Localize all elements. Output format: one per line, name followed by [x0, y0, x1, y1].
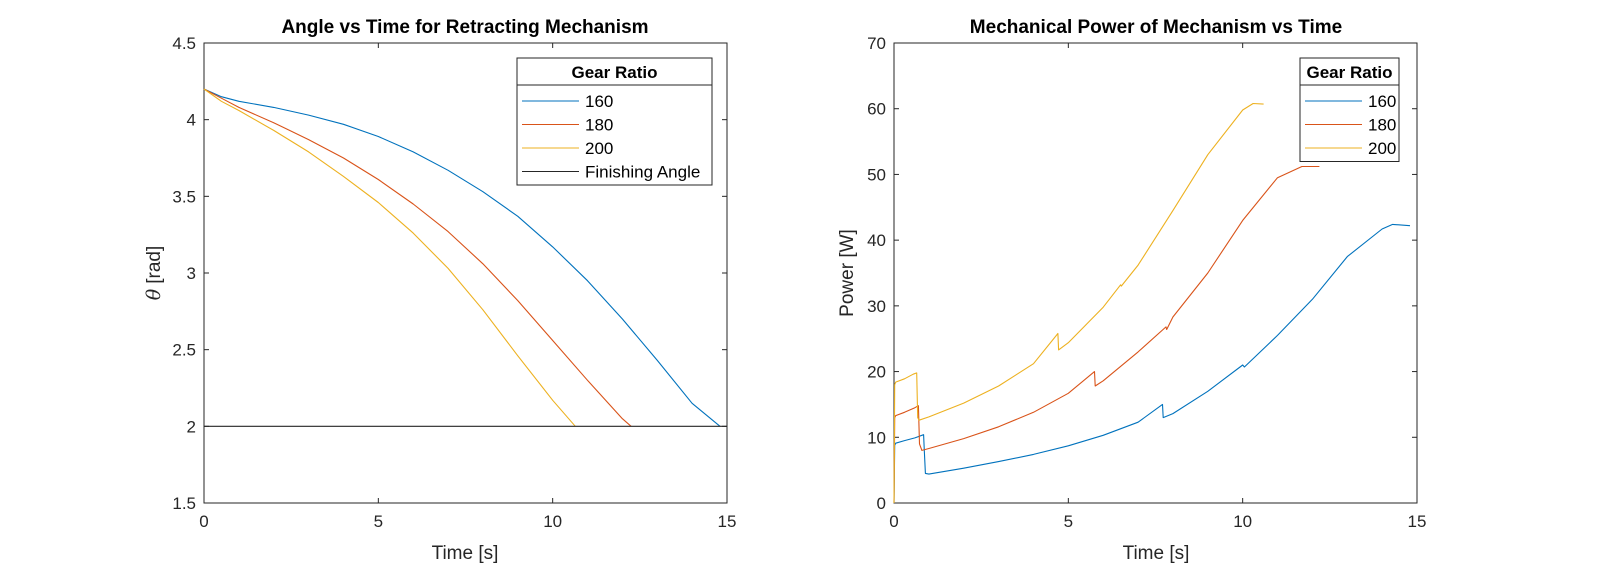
legend-label: 160: [1368, 92, 1396, 111]
series-line-160: [203, 88, 721, 427]
legend-box: [516, 57, 713, 186]
y-tick-label: 0: [877, 494, 886, 513]
y-tick-label: 2.5: [172, 341, 196, 360]
x-tick-label: 0: [199, 512, 208, 531]
y-tick-label: 4: [187, 111, 196, 130]
chart-title: Mechanical Power of Mechanism vs Time: [970, 17, 1342, 38]
y-tick-label: 60: [867, 100, 886, 119]
x-tick-label: 5: [374, 512, 383, 531]
y-tick-label: 40: [867, 231, 886, 250]
y-tick-label: 20: [867, 363, 886, 382]
legend-title: Gear Ratio: [572, 63, 658, 82]
x-tick-label: 15: [718, 512, 737, 531]
series-group: [203, 88, 727, 427]
legend-title: Gear Ratio: [1307, 63, 1393, 82]
y-axis-unit: [rad]: [144, 246, 165, 284]
x-axis-label: Time [s]: [1123, 543, 1190, 564]
y-axis-label: Power [W]: [837, 229, 858, 317]
legend-label: 200: [585, 139, 613, 158]
x-tick-label: 10: [543, 512, 562, 531]
series-line-160: [893, 223, 1411, 504]
x-tick-label: 15: [1408, 512, 1427, 531]
y-tick-label: 2: [187, 417, 196, 436]
legend-box: [1299, 57, 1400, 162]
y-tick-label: 1.5: [172, 494, 196, 513]
legend: Gear Ratio 160 180 200: [1299, 57, 1400, 162]
series-line-200: [203, 88, 576, 427]
series-line-200: [893, 102, 1264, 504]
y-tick-label: 3: [187, 264, 196, 283]
series-line-180: [893, 165, 1320, 504]
y-tick-label: 70: [867, 34, 886, 53]
tick-group: 0 5 10 15 1.5 2 2.5 3 3.5 4 4.5: [172, 34, 736, 531]
power-chart: Mechanical Power of Mechanism vs Time 0 5…: [837, 17, 1426, 564]
angle-chart: Angle vs Time for Retracting Mechanism 0…: [143, 17, 736, 564]
x-tick-label: 0: [889, 512, 898, 531]
legend-label: Finishing Angle: [585, 163, 700, 182]
y-tick-label: 30: [867, 297, 886, 316]
legend-label: 180: [1368, 116, 1396, 135]
legend: Gear Ratio 160 180 200 Finishing Angle: [516, 57, 713, 186]
legend-label: 200: [1368, 139, 1396, 158]
legend-label: 160: [585, 92, 613, 111]
x-tick-label: 5: [1064, 512, 1073, 531]
y-tick-label: 4.5: [172, 34, 196, 53]
series-line-180: [203, 88, 632, 427]
series-group: [893, 102, 1411, 504]
legend-label: 180: [585, 116, 613, 135]
y-tick-label: 10: [867, 428, 886, 447]
tick-group: 0 5 10 15 0 10 20 30 40 50 60 70: [867, 34, 1426, 531]
chart-title: Angle vs Time for Retracting Mechanism: [281, 17, 648, 38]
x-tick-label: 10: [1233, 512, 1252, 531]
y-tick-label: 50: [867, 165, 886, 184]
y-axis-symbol: θ: [143, 288, 165, 300]
y-axis-label: θ [rad]: [143, 246, 165, 300]
x-axis-label: Time [s]: [432, 543, 499, 564]
y-tick-label: 3.5: [172, 187, 196, 206]
